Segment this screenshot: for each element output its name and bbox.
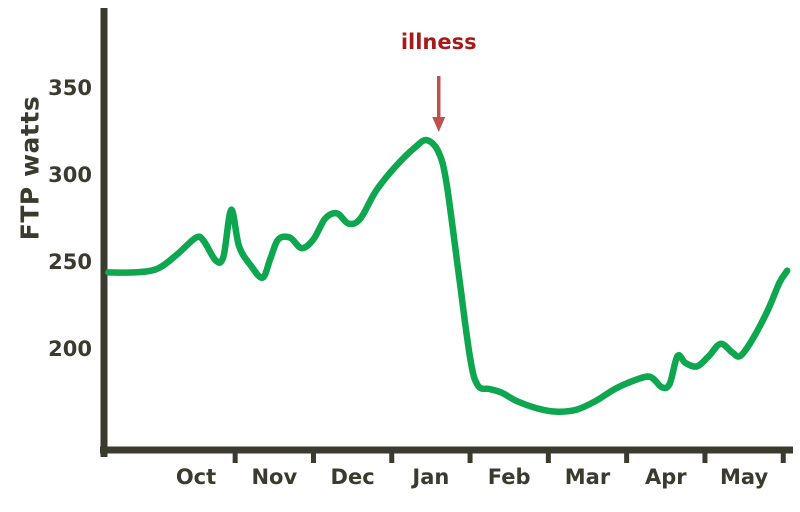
ftp-line (105, 136, 791, 415)
y-tick-label: 350 (48, 76, 92, 100)
x-tick-label: May (720, 465, 768, 489)
x-tick-label: Oct (176, 465, 216, 489)
y-axis-title: FTP watts (15, 95, 45, 241)
y-tick-label: 250 (48, 250, 92, 274)
x-tick-label: Mar (565, 465, 611, 489)
x-tick-label: Apr (645, 465, 687, 489)
illness-annotation: illness (400, 30, 477, 54)
y-tick-label: 200 (48, 337, 92, 361)
x-tick-label: Feb (488, 465, 531, 489)
x-tick-label: Nov (251, 465, 297, 489)
x-tick-label: Dec (331, 465, 375, 489)
y-tick-label: 300 (48, 163, 92, 187)
x-tick-label: Jan (410, 465, 449, 489)
down-arrow-head-icon (432, 117, 446, 132)
